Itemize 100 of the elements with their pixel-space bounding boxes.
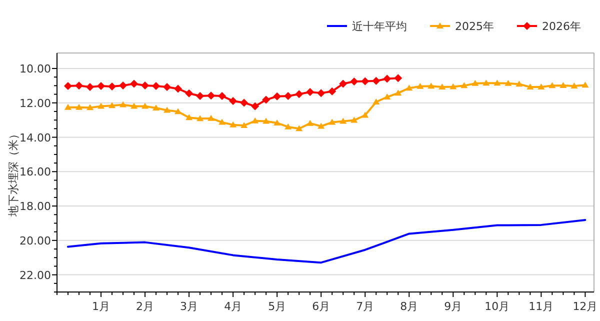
point	[98, 102, 105, 109]
legend-label: 2026年	[542, 20, 581, 33]
point	[372, 76, 380, 85]
x-tick-label: 10月	[484, 300, 510, 313]
point	[86, 104, 94, 110]
point	[450, 83, 457, 90]
point	[295, 90, 304, 98]
point	[560, 82, 567, 88]
point	[186, 114, 193, 120]
point	[328, 87, 336, 96]
point	[218, 118, 226, 125]
point	[64, 104, 72, 110]
point	[361, 77, 370, 86]
y-tick-label: 16.00	[20, 166, 51, 179]
y-tick-label: 22.00	[20, 268, 51, 282]
point	[306, 88, 314, 96]
x-tick-label: 9月	[444, 300, 462, 313]
x-tick-label: 7月	[356, 300, 374, 313]
point	[229, 96, 238, 105]
point	[317, 89, 326, 98]
x-tick-label: 12月	[572, 300, 598, 313]
y-tick-label: 12.00	[20, 96, 51, 110]
point	[262, 96, 270, 104]
legend-label: 近十年平均	[352, 20, 407, 33]
y-tick-label: 20.00	[20, 234, 51, 248]
point	[196, 92, 204, 100]
point	[372, 98, 380, 105]
point	[75, 82, 84, 90]
point	[252, 117, 259, 124]
point	[438, 84, 446, 90]
legend-label: 2025年	[455, 20, 494, 33]
point	[262, 118, 270, 124]
point	[108, 82, 116, 91]
y-tick-label: 14.00	[20, 131, 51, 144]
point	[460, 82, 468, 88]
point	[240, 122, 248, 128]
point	[130, 80, 138, 88]
point	[97, 82, 106, 90]
point	[416, 82, 424, 89]
point	[174, 108, 182, 114]
point	[384, 94, 391, 100]
point	[141, 81, 150, 90]
point	[318, 122, 325, 129]
point	[76, 104, 83, 110]
point	[340, 118, 347, 124]
point	[230, 121, 237, 128]
point	[494, 80, 501, 86]
point	[108, 102, 116, 108]
point	[130, 102, 138, 109]
point	[86, 83, 94, 92]
point	[185, 89, 194, 98]
point	[284, 92, 292, 100]
point	[142, 102, 149, 109]
point	[120, 101, 127, 108]
point	[152, 104, 160, 111]
y-tick-label: 10.00	[20, 62, 51, 76]
point	[218, 92, 226, 100]
point	[306, 120, 314, 126]
point	[362, 112, 369, 118]
x-tick-label: 6月	[312, 300, 330, 313]
point	[274, 119, 281, 126]
point	[394, 90, 402, 96]
point	[296, 125, 303, 132]
point	[163, 83, 172, 92]
point	[284, 123, 292, 130]
point	[174, 84, 182, 93]
point	[394, 74, 402, 82]
point	[328, 118, 336, 125]
point	[152, 82, 160, 90]
point	[406, 84, 413, 91]
x-tick-label: 1月	[92, 300, 110, 313]
x-tick-label: 4月	[224, 300, 242, 313]
point	[548, 82, 556, 88]
x-tick-label: 11月	[528, 300, 554, 313]
point	[119, 81, 128, 90]
point	[570, 82, 578, 89]
point	[164, 106, 171, 113]
point	[350, 116, 358, 123]
x-tick-label: 8月	[400, 300, 418, 313]
x-tick-label: 5月	[268, 300, 286, 313]
y-axis-title: 地下水埋深（米）	[7, 128, 20, 218]
point	[538, 84, 545, 90]
x-tick-label: 3月	[180, 300, 198, 313]
point	[526, 84, 534, 90]
x-tick-label: 2月	[136, 300, 154, 313]
point	[472, 80, 479, 86]
point	[196, 115, 204, 122]
point	[482, 80, 490, 86]
point	[516, 80, 523, 87]
point	[504, 80, 512, 86]
point	[207, 92, 216, 100]
point	[251, 102, 260, 110]
point	[383, 74, 392, 83]
point	[350, 78, 358, 86]
point	[208, 114, 215, 121]
point	[339, 80, 348, 88]
point	[428, 82, 435, 89]
y-tick-label: 18.00	[20, 200, 51, 214]
point	[64, 82, 72, 90]
point	[240, 98, 248, 107]
